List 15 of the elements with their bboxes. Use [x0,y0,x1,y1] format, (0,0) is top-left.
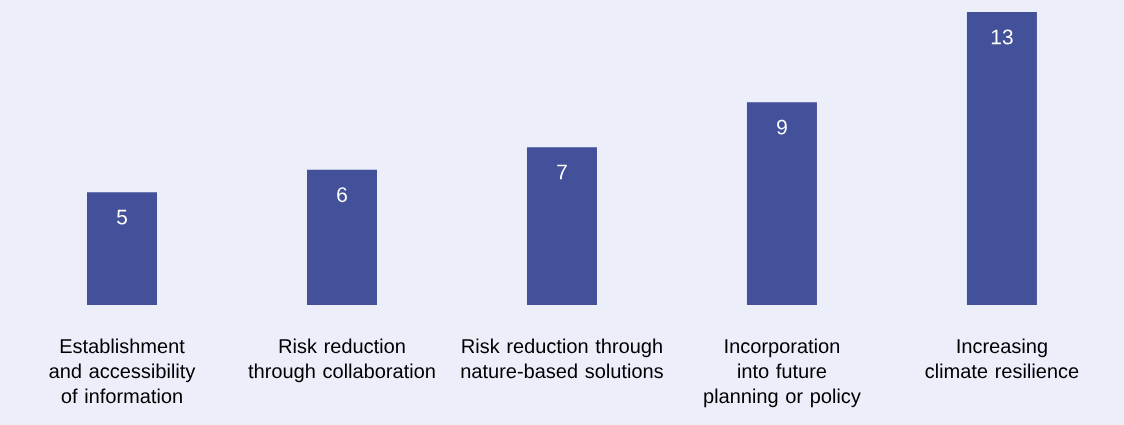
data-label: 13 [991,29,1013,45]
bar [526,147,597,305]
data-label: 5 [117,209,127,225]
bar [306,169,377,305]
x-tick-label: Incorporation into future planning or policy [704,338,861,408]
data-label: 7 [557,164,567,180]
bar [966,11,1037,305]
data-label: 9 [777,119,787,135]
x-tick-label: Risk reduction through collaboration [248,338,435,383]
x-tick-label: Increasing climate resilience [925,338,1079,379]
bar [746,102,817,305]
x-tick-label: Risk reduction through nature-based solutions [461,338,663,379]
data-label: 6 [337,187,347,203]
bar [87,192,158,305]
x-tick-label: Establishment and accessibility of information [49,338,196,404]
